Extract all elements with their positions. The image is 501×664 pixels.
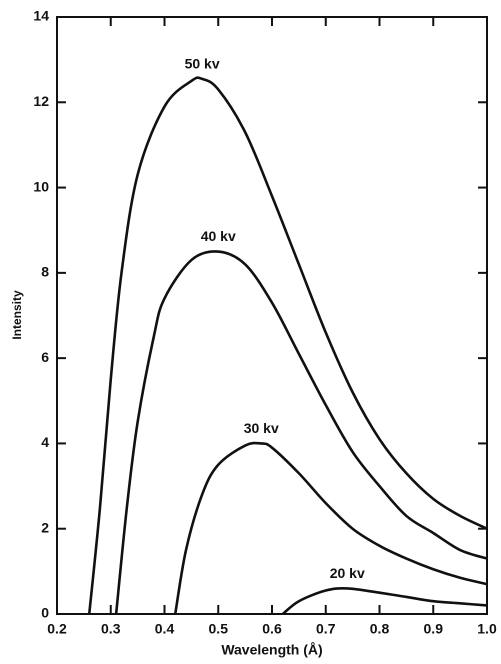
curve bbox=[173, 441, 488, 615]
x-tick-label: 0.6 bbox=[262, 621, 282, 637]
x-tick-label: 0.2 bbox=[47, 621, 67, 637]
plot-frame bbox=[56, 16, 488, 615]
curve bbox=[281, 586, 488, 616]
y-tick-label: 14 bbox=[33, 8, 49, 24]
x-axis-title: Wavelength (Å) bbox=[221, 642, 322, 658]
x-tick-label: 0.9 bbox=[424, 621, 444, 637]
y-tick-label: 2 bbox=[41, 519, 49, 535]
curve-label: 40 kv bbox=[201, 228, 236, 244]
x-tick-label: 0.5 bbox=[209, 621, 229, 637]
x-tick-label: 0.4 bbox=[155, 621, 175, 637]
x-tick-label: 0.8 bbox=[370, 621, 390, 637]
y-tick-label: 8 bbox=[41, 264, 49, 280]
y-tick-label: 12 bbox=[33, 93, 49, 109]
y-tick-label: 10 bbox=[33, 178, 49, 194]
curve bbox=[114, 250, 488, 615]
x-tick-label: 0.7 bbox=[316, 621, 336, 637]
x-tick-label: 1.0 bbox=[477, 621, 497, 637]
y-tick-label: 0 bbox=[41, 605, 49, 621]
y-tick-label: 6 bbox=[41, 349, 49, 365]
y-axis-title: Intensity bbox=[10, 290, 24, 340]
curve-label: 20 kv bbox=[330, 565, 365, 581]
curve-label: 30 kv bbox=[244, 420, 279, 436]
curve bbox=[87, 76, 488, 615]
curve-label: 50 kv bbox=[185, 56, 220, 72]
x-tick-label: 0.3 bbox=[101, 621, 121, 637]
y-tick-label: 4 bbox=[41, 434, 49, 450]
